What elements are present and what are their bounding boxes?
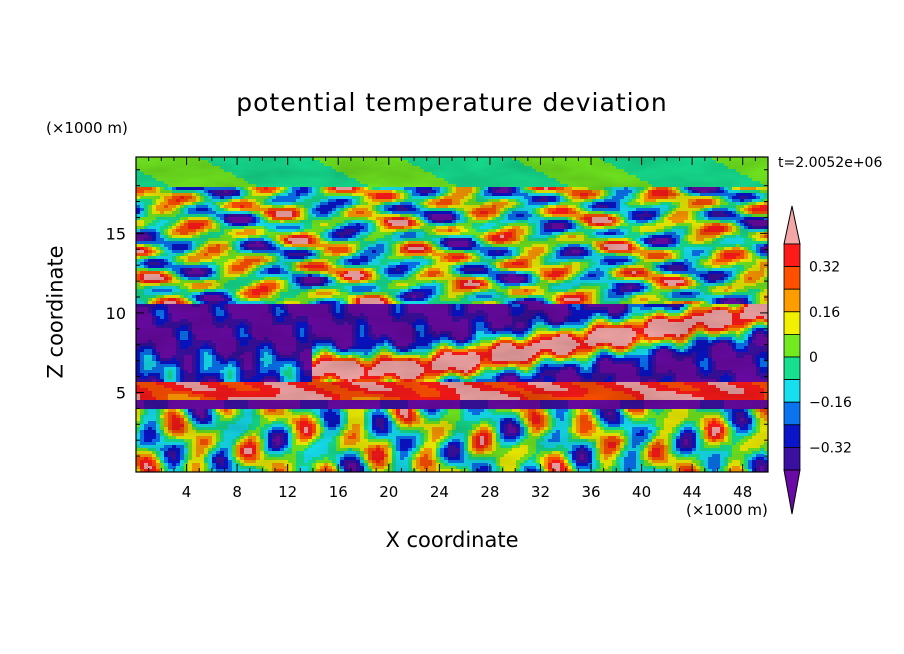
x-tick-label: 12 (278, 483, 297, 501)
x-tick-label: 28 (480, 483, 499, 501)
x-tick-label: 16 (329, 483, 348, 501)
colorbar-extend-high (783, 205, 801, 245)
colorbar-box (783, 288, 801, 313)
y-tick-label: 10 (106, 304, 126, 323)
x-tick-label: 24 (430, 483, 449, 501)
x-tick-label: 48 (733, 483, 752, 501)
y-axis-unit: (×1000 m) (46, 119, 128, 137)
colorbar-box (783, 333, 801, 358)
x-axis-label: X coordinate (385, 528, 519, 552)
colorbar-tick-label: 0.32 (809, 260, 840, 276)
contour-fill (136, 157, 768, 472)
texture-overlay (136, 157, 768, 472)
colorbar-box (783, 243, 801, 268)
colorbar-box (783, 266, 801, 290)
colorbar-tick-label: 0.16 (809, 305, 840, 321)
colorbar-box (783, 401, 801, 426)
colorbar-box (783, 424, 801, 448)
x-tick-label: 8 (232, 483, 242, 501)
x-axis-unit: (×1000 m) (686, 501, 768, 519)
time-label: t=2.0052e+06 (778, 155, 883, 171)
colorbar-tick-label: 0 (809, 350, 818, 366)
chart-title: potential temperature deviation (236, 88, 668, 117)
x-tick-label: 20 (379, 483, 398, 501)
x-tick-label: 36 (581, 483, 600, 501)
colorbar-box (783, 356, 801, 381)
x-tick-label: 4 (182, 483, 192, 501)
colorbar: 0.32 0.16 0 −0.16 −0.32 (783, 205, 852, 515)
x-tick-label: 44 (683, 483, 702, 501)
y-axis-label: Z coordinate (43, 245, 68, 379)
colorbar-box (783, 311, 801, 335)
y-tick-label: 5 (116, 383, 126, 402)
colorbar-tick-label: −0.32 (809, 440, 852, 456)
colorbar-extend-low (783, 469, 801, 515)
contour-plot-area (136, 157, 768, 472)
x-tick-label: 32 (531, 483, 550, 501)
x-tick-label: 40 (632, 483, 651, 501)
y-tick-label: 15 (106, 224, 126, 243)
colorbar-box (783, 446, 801, 471)
colorbar-box (783, 379, 801, 403)
colorbar-tick-label: −0.16 (809, 395, 852, 411)
